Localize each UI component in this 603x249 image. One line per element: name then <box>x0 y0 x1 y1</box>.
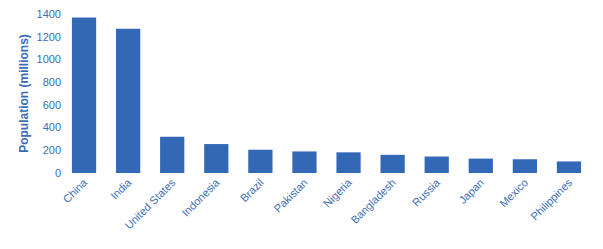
svg-text:200: 200 <box>43 144 61 156</box>
svg-text:United States: United States <box>122 176 178 232</box>
svg-text:China: China <box>61 176 90 205</box>
svg-text:1200: 1200 <box>37 31 61 43</box>
svg-text:400: 400 <box>43 121 61 133</box>
svg-text:Indonesia: Indonesia <box>179 176 222 219</box>
svg-text:Bangladesh: Bangladesh <box>348 176 398 226</box>
svg-text:0: 0 <box>55 167 61 179</box>
svg-text:Philippines: Philippines <box>528 176 574 222</box>
svg-text:800: 800 <box>43 76 61 88</box>
svg-text:Japan: Japan <box>456 176 486 206</box>
svg-text:Population (millions): Population (millions) <box>17 34 31 153</box>
svg-text:1400: 1400 <box>37 8 61 20</box>
svg-text:600: 600 <box>43 99 61 111</box>
svg-text:Russia: Russia <box>410 176 443 209</box>
svg-text:Brazil: Brazil <box>238 176 266 204</box>
svg-text:Pakistan: Pakistan <box>271 176 309 214</box>
svg-text:Nigeria: Nigeria <box>321 176 355 210</box>
svg-text:India: India <box>108 176 134 202</box>
svg-text:Mexico: Mexico <box>497 176 530 209</box>
svg-text:1000: 1000 <box>37 53 61 65</box>
